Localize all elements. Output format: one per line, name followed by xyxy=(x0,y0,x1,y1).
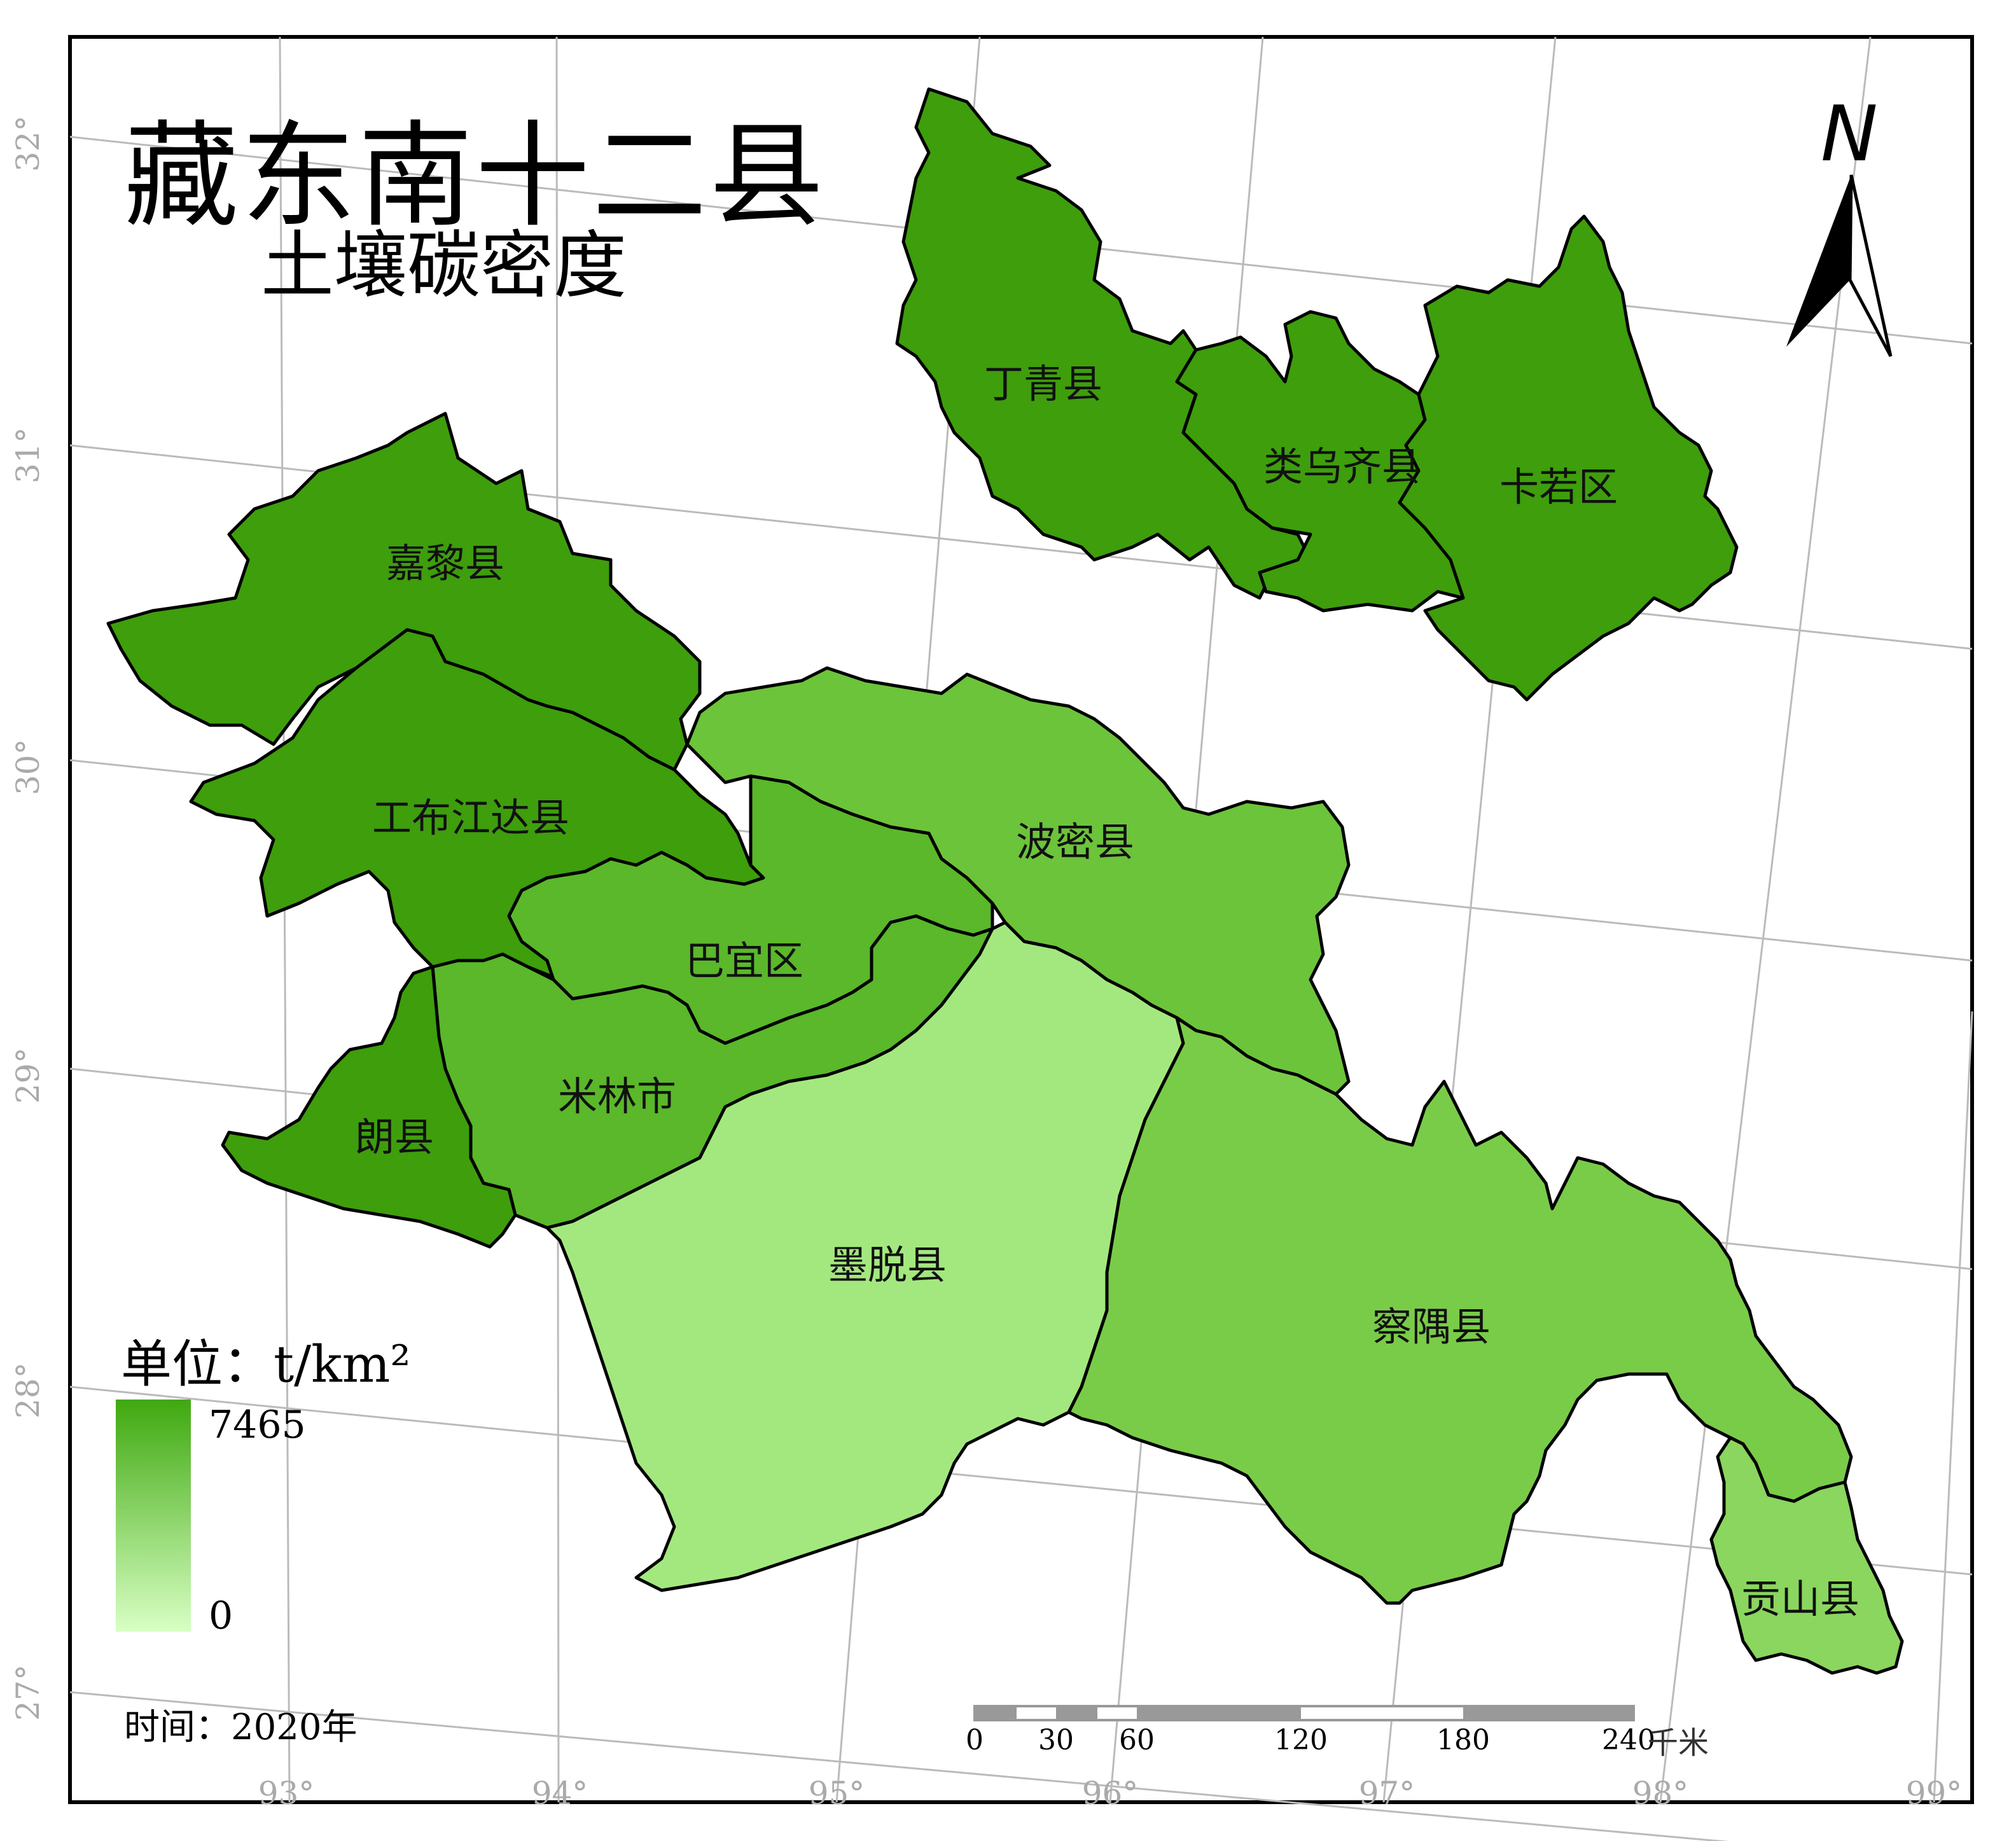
meridian-99 xyxy=(1933,1011,1973,1803)
region-langxian[interactable] xyxy=(221,965,517,1249)
region-label-jiali: 嘉黎县 xyxy=(386,540,505,587)
scale-tick: 30 xyxy=(1038,1724,1074,1756)
region-label-bayi: 巴宜区 xyxy=(685,938,804,984)
region-gongshan[interactable] xyxy=(1709,1436,1904,1675)
region-label-karuo: 卡若区 xyxy=(1499,464,1618,510)
lat-tick: 31° xyxy=(10,427,46,483)
legend-max-label: 7465 xyxy=(209,1403,306,1447)
lat-tick: 29° xyxy=(10,1047,46,1104)
scale-tick: 240 xyxy=(1602,1724,1655,1756)
meridian-98 xyxy=(1659,36,1872,1803)
map-title: 藏东南十二县 xyxy=(124,110,827,243)
lat-tick: 28° xyxy=(10,1362,46,1419)
parallel-28 xyxy=(69,1386,1973,1576)
scale-tick: 0 xyxy=(966,1724,984,1756)
lon-tick: 97° xyxy=(1358,1775,1415,1812)
region-label-dingqing: 丁青县 xyxy=(984,361,1103,407)
lon-tick: 98° xyxy=(1632,1775,1689,1812)
region-chayu[interactable] xyxy=(1067,1016,1853,1605)
lat-tick: 32° xyxy=(10,115,46,172)
county-polygons xyxy=(106,87,1904,1675)
map-subtitle: 土壤碳密度 xyxy=(261,223,627,309)
lon-tick: 99° xyxy=(1905,1775,1963,1812)
region-label-langxian: 朗县 xyxy=(354,1114,434,1160)
scale-tick: 120 xyxy=(1274,1724,1328,1756)
scale-tick: 60 xyxy=(1119,1724,1155,1756)
north-letter: N xyxy=(1821,90,1878,179)
region-label-chayu: 察隅县 xyxy=(1372,1303,1491,1350)
scale-unit: 千米 xyxy=(1648,1725,1709,1761)
meridian-93 xyxy=(279,36,291,1803)
region-label-bomi: 波密县 xyxy=(1015,819,1135,865)
lon-tick: 94° xyxy=(531,1775,588,1812)
lon-tick: 95° xyxy=(808,1775,865,1812)
scale-bar xyxy=(973,1705,1635,1721)
region-label-leiwuqi: 类乌齐县 xyxy=(1263,443,1422,490)
north-arrow-icon xyxy=(1786,174,1893,358)
lat-tick: 30° xyxy=(10,739,46,795)
legend-min-label: 0 xyxy=(209,1594,233,1638)
region-label-motuo: 墨脱县 xyxy=(828,1242,947,1288)
region-label-milin: 米林市 xyxy=(557,1073,677,1120)
region-karuo[interactable] xyxy=(1398,214,1739,702)
lon-tick: 96° xyxy=(1081,1775,1139,1812)
parallel-27 xyxy=(69,1691,1730,1841)
lat-tick: 27° xyxy=(10,1664,46,1721)
legend-color-ramp xyxy=(116,1400,191,1632)
lon-tick: 93° xyxy=(258,1775,315,1812)
legend-unit-label: 单位：t/km² xyxy=(121,1335,411,1394)
time-label: 时间：2020年 xyxy=(124,1707,358,1748)
region-label-gongbujiangda: 工布江达县 xyxy=(372,795,570,841)
region-label-gongshan: 贡山县 xyxy=(1741,1576,1860,1622)
scale-tick: 180 xyxy=(1436,1724,1490,1756)
